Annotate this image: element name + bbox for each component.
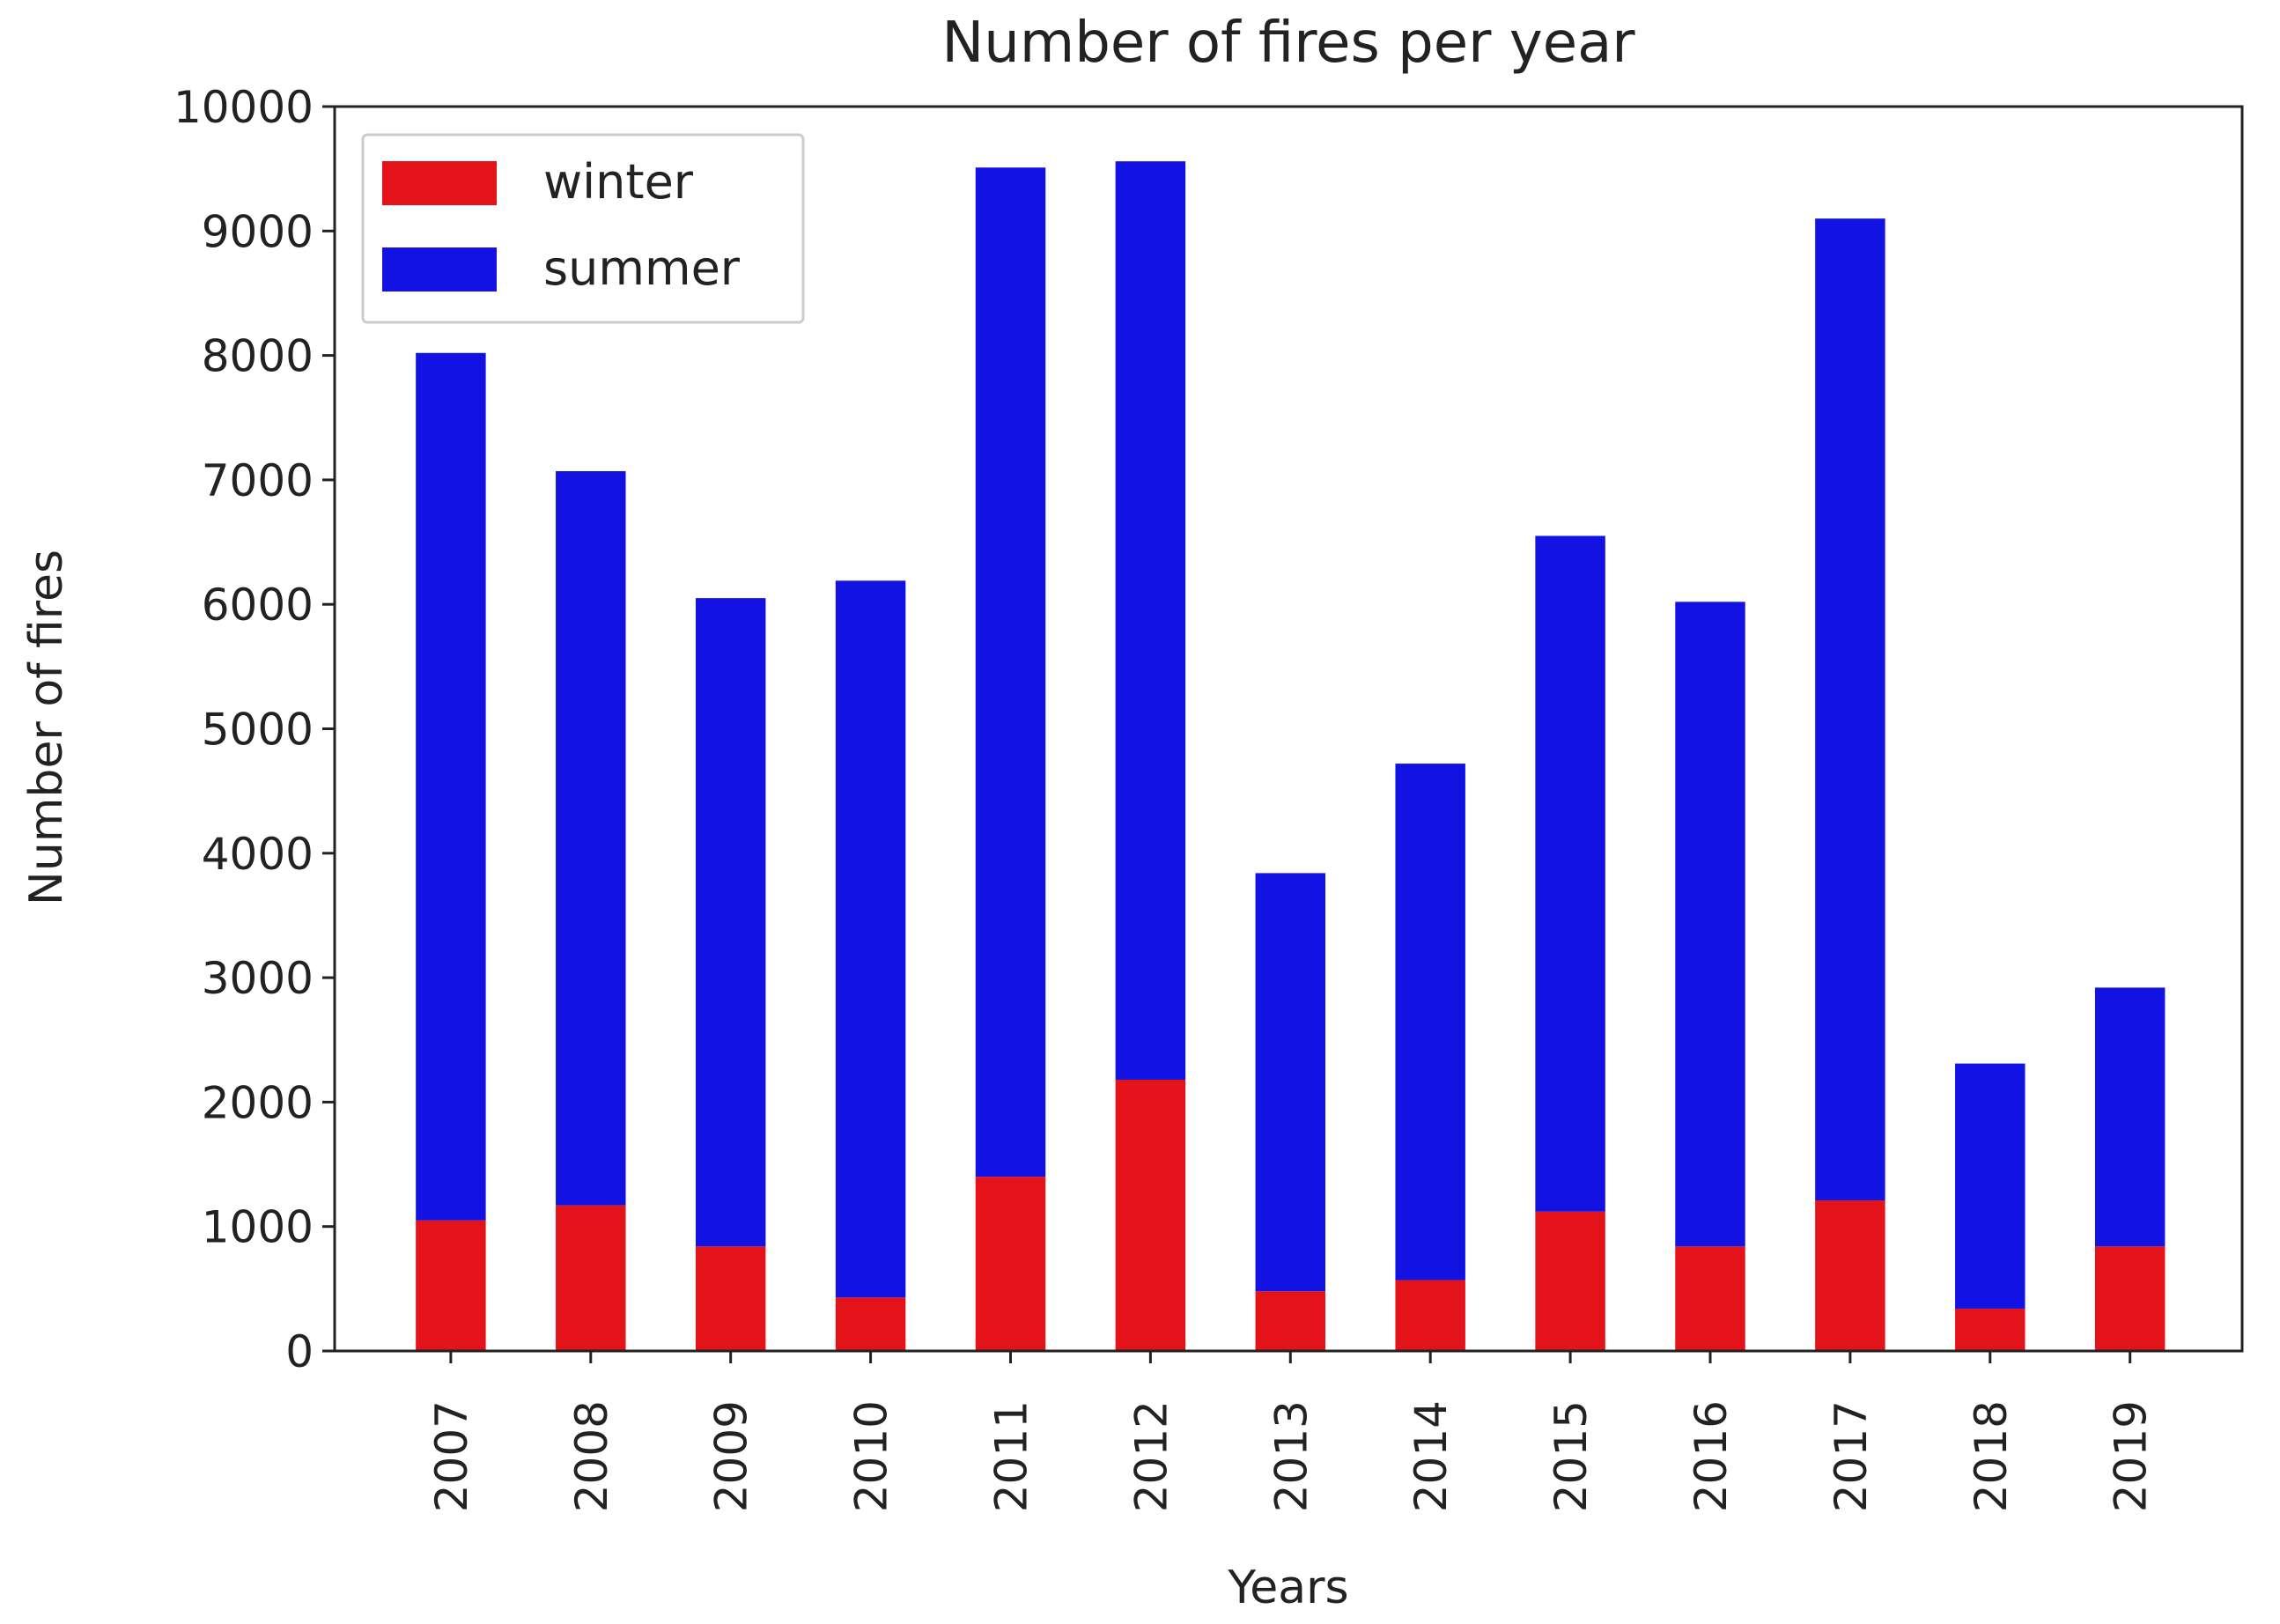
bar <box>1115 1079 1186 1351</box>
x-tick-label: 2014 <box>1406 1400 1457 1512</box>
bar <box>416 352 486 1221</box>
bar <box>835 580 906 1298</box>
x-tick-label: 2016 <box>1686 1400 1737 1512</box>
bar <box>416 1220 486 1351</box>
x-tick-label: 2012 <box>1125 1400 1177 1512</box>
bar <box>1675 602 1745 1247</box>
bar <box>1395 764 1465 1281</box>
bar <box>1115 161 1186 1080</box>
bar <box>1955 1063 2025 1309</box>
legend-label: winter <box>543 154 694 210</box>
bar <box>1815 218 1885 1201</box>
y-tick-label: 0 <box>285 1326 314 1377</box>
bar <box>975 1177 1046 1351</box>
plot-frame <box>333 105 2244 1353</box>
bar <box>1535 535 1605 1212</box>
x-tick-label: 2007 <box>426 1400 477 1512</box>
bar <box>695 598 766 1247</box>
y-tick-label: 2000 <box>202 1077 314 1128</box>
chart-title: Number of fires per year <box>941 11 1635 76</box>
x-tick-label: 2009 <box>706 1400 757 1512</box>
legend-swatch <box>382 247 497 292</box>
y-tick-label: 7000 <box>202 455 314 506</box>
legend-label: summer <box>543 240 741 296</box>
bar <box>1675 1246 1745 1351</box>
y-tick-label: 3000 <box>202 953 314 1004</box>
y-tick-label: 5000 <box>202 705 314 756</box>
x-tick-label: 2011 <box>985 1400 1037 1512</box>
x-tick-label: 2010 <box>846 1400 897 1512</box>
y-tick-label: 6000 <box>202 579 314 631</box>
x-axis-label: Years <box>1227 1561 1348 1614</box>
y-tick-label: 4000 <box>202 829 314 880</box>
bar <box>1255 1291 1326 1351</box>
bar <box>1255 873 1326 1292</box>
bar <box>835 1297 906 1351</box>
x-tick-label: 2019 <box>2106 1400 2157 1512</box>
bar <box>1395 1280 1465 1351</box>
bar <box>556 1205 626 1351</box>
bar <box>1815 1200 1885 1351</box>
bar <box>556 471 626 1206</box>
y-tick-label: 8000 <box>202 331 314 382</box>
y-tick-label: 10000 <box>173 82 314 133</box>
x-tick-label: 2017 <box>1826 1400 1877 1512</box>
bar <box>1955 1308 2025 1351</box>
bar <box>1535 1211 1605 1351</box>
x-tick-label: 2015 <box>1546 1400 1597 1512</box>
x-tick-label: 2013 <box>1265 1400 1317 1512</box>
y-tick-label: 1000 <box>202 1202 314 1253</box>
x-tick-label: 2018 <box>1966 1400 2017 1512</box>
y-axis-label: Number of fires <box>20 550 73 905</box>
bar <box>975 167 1046 1177</box>
y-tick-label: 9000 <box>202 206 314 257</box>
x-tick-label: 2008 <box>566 1400 617 1512</box>
bar <box>695 1246 766 1351</box>
legend-swatch <box>382 161 497 205</box>
bar <box>2094 1246 2166 1351</box>
bar <box>2094 987 2166 1247</box>
